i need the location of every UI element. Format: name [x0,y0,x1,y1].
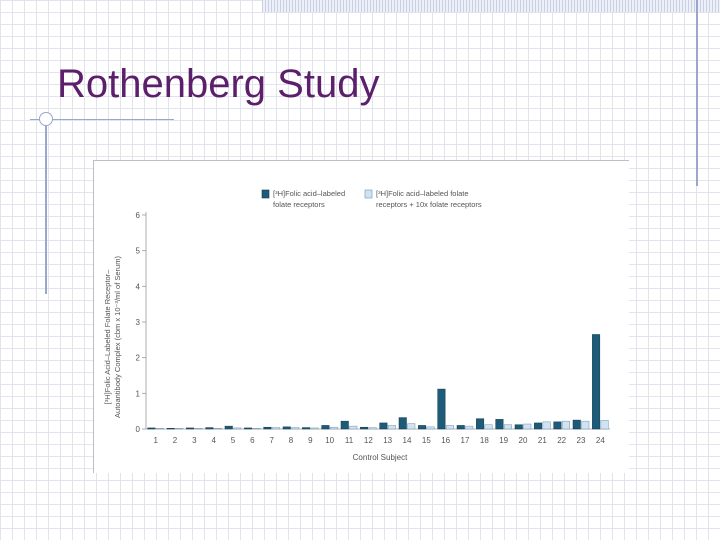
x-tick-label: 11 [345,436,354,445]
bar-series-2 [523,423,532,430]
bar-series-2 [233,427,242,430]
bar-series-1 [456,425,465,430]
y-axis-label-line-2: Autoantibody Complex (cbm x 10⁻³/ml of S… [113,256,122,418]
x-tick-label: 4 [211,436,216,445]
bar-series-1 [263,426,272,430]
bar-series-1 [476,418,485,430]
x-tick-label: 12 [364,436,373,445]
bar-series-1 [437,388,446,430]
y-axis-label-line-1: [³H]Folic Acid–Labeled Folate Receptor– [103,269,112,404]
x-tick-label: 22 [557,436,566,445]
y-tick-label: 0 [136,425,141,434]
bar-series-2 [155,428,164,430]
bar-series-2 [426,426,435,430]
bar-series-2 [581,420,590,430]
legend-label-series-2-line-1: [³H]Folic acid–labeled folate [376,189,469,198]
x-tick-label: 16 [441,436,450,445]
x-tick-label: 18 [480,436,489,445]
x-tick-label: 15 [422,436,431,445]
y-tick-label: 5 [136,247,141,256]
x-tick-label: 7 [269,436,274,445]
bar-series-1 [244,427,253,430]
bar-series-1 [418,425,427,430]
x-tick-label: 21 [538,436,547,445]
bar-series-2 [484,424,493,430]
decorative-circle [39,112,53,126]
bar-series-1 [166,428,175,430]
bar-series-1 [514,424,523,430]
bar-series-2 [465,425,474,430]
bar-series-1 [553,421,562,430]
x-tick-label: 8 [289,436,294,445]
bar-series-1 [360,426,369,430]
decorative-left-line [45,118,47,294]
bar-series-2 [271,427,280,430]
bar-series-2 [291,427,300,430]
x-tick-label: 19 [499,436,508,445]
bar-series-2 [561,420,570,430]
bar-series-1 [224,425,233,430]
x-tick-label: 2 [173,436,178,445]
x-tick-label: 13 [383,436,392,445]
bar-series-1 [205,427,214,430]
x-tick-label: 9 [308,436,313,445]
bar-series-2 [407,423,416,430]
bar-series-2 [213,428,222,430]
bar-series-1 [282,426,291,430]
legend-label-series-1-line-2: folate receptors [273,200,325,209]
decorative-title-underline [30,119,174,120]
x-tick-label: 23 [577,436,586,445]
legend-swatch-series-2 [364,189,373,199]
y-tick-label: 2 [136,354,141,363]
x-tick-label: 1 [153,436,158,445]
bar-series-2 [368,427,377,430]
x-tick-label: 24 [596,436,605,445]
bar-series-1 [572,419,581,430]
bar-series-1 [398,417,407,430]
y-tick-label: 3 [136,318,141,327]
bar-series-2 [503,424,512,430]
decorative-top-band [262,0,720,12]
x-tick-label: 20 [519,436,528,445]
bar-series-2 [175,428,184,430]
bar-series-2 [445,425,454,430]
bar-series-1 [534,422,543,430]
x-tick-label: 5 [231,436,236,445]
chart-panel: [³H]Folic acid–labeled folate receptors … [93,160,629,473]
bar-series-2 [310,427,319,430]
legend-label-series-1-line-1: [³H]Folic acid–labeled [273,189,345,198]
bar-series-2 [349,425,358,430]
bar-chart: [³H]Folic acid–labeled folate receptors … [103,189,610,462]
x-tick-label: 3 [192,436,197,445]
bar-series-1 [147,427,156,430]
x-tick-label: 14 [403,436,412,445]
y-tick-label: 4 [136,282,141,291]
y-tick-label: 1 [136,389,141,398]
bar-series-1 [302,427,311,430]
bar-series-2 [600,420,609,430]
decorative-right-line [696,0,698,186]
x-tick-label: 6 [250,436,255,445]
bar-series-1 [379,422,388,430]
x-tick-label: 10 [325,436,334,445]
bar-series-1 [340,420,349,430]
x-axis-label: Control Subject [353,453,408,462]
chart-legend: [³H]Folic acid–labeled folate receptors … [261,189,482,209]
bar-series-2 [252,428,261,430]
y-tick-label: 6 [136,211,141,220]
bar-series-1 [495,419,504,430]
bar-series-1 [186,427,195,430]
bar-series-2 [194,428,203,430]
legend-swatch-series-1 [261,189,270,199]
x-tick-label: 17 [461,436,470,445]
bar-series-2 [542,421,551,430]
bar-series-2 [329,426,338,430]
bar-series-2 [387,425,396,430]
slide-title: Rothenberg Study [57,62,380,106]
bar-series-1 [592,334,601,430]
legend-label-series-2-line-2: receptors + 10x folate receptors [376,200,482,209]
bar-series-1 [321,425,330,430]
